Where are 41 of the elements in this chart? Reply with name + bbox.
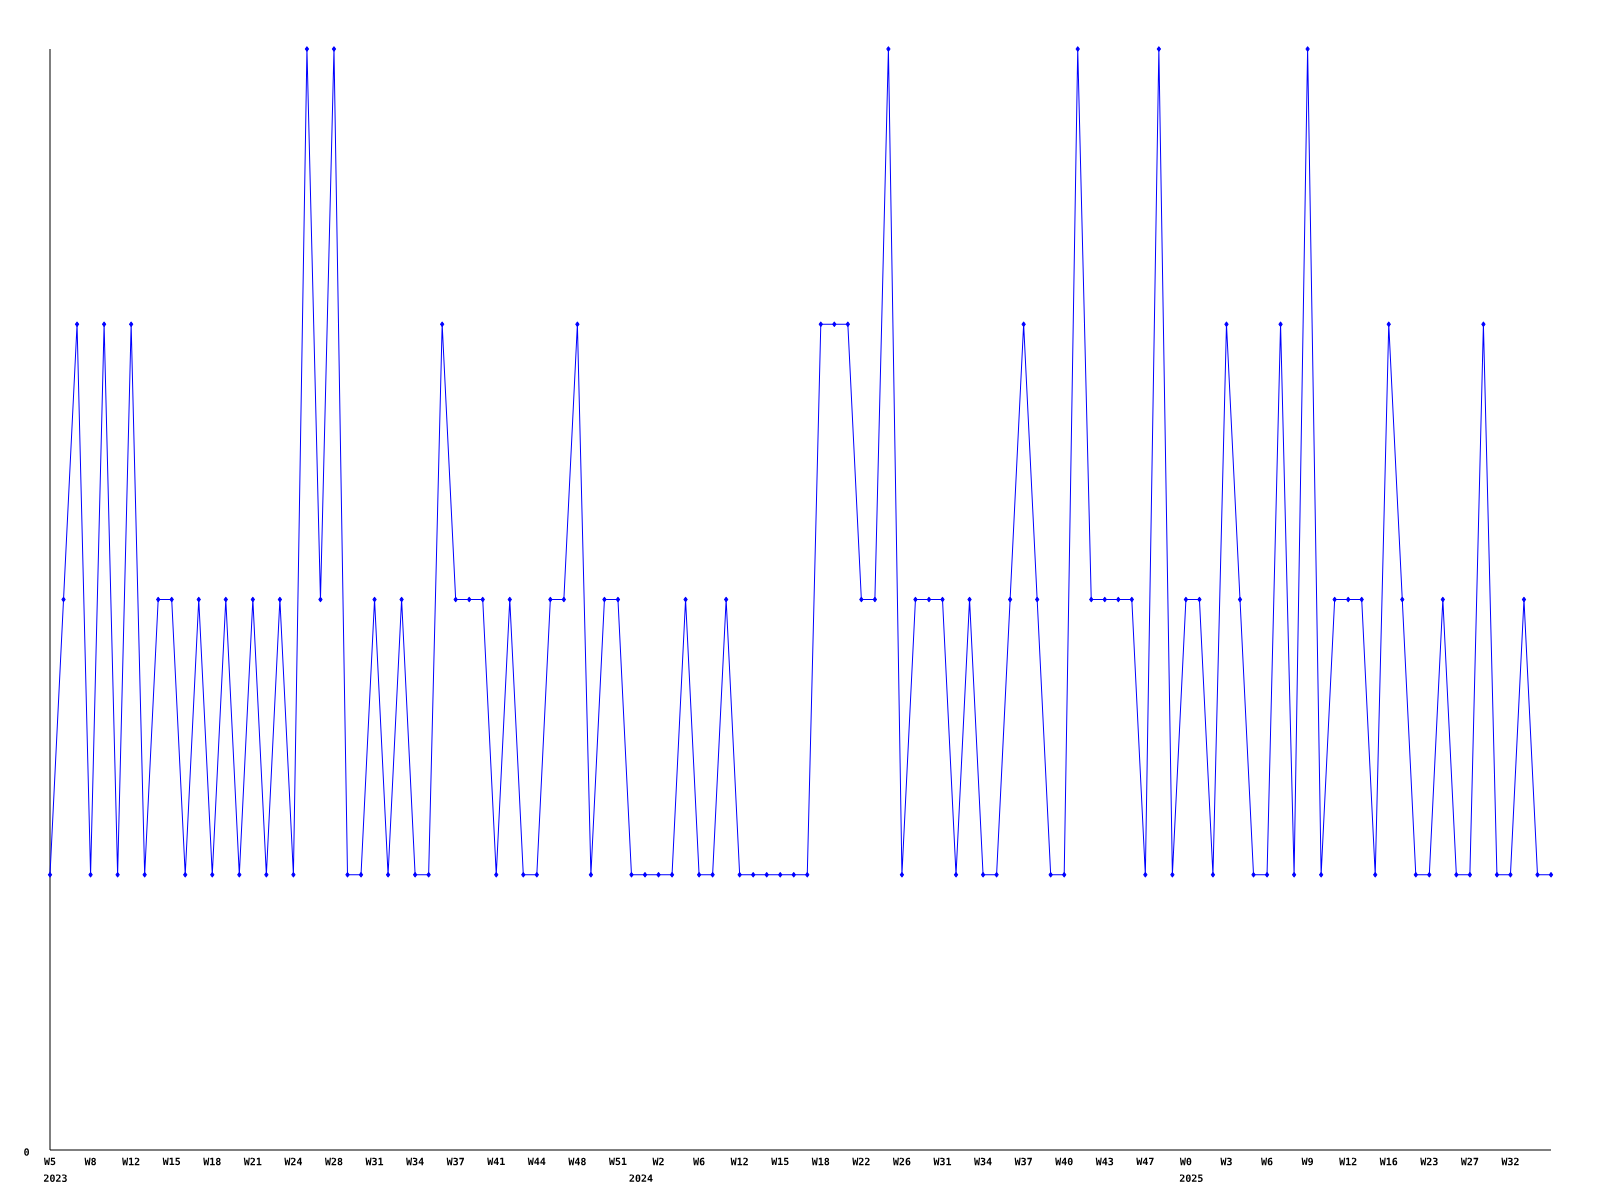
text: 0 bbox=[24, 1148, 30, 1156]
x-tick-label: W24 bbox=[284, 1157, 302, 1166]
x-tick-label: W0 bbox=[1179, 1157, 1192, 1166]
x-tick-label: W23 bbox=[1420, 1157, 1438, 1166]
x-tick-label: W15 bbox=[771, 1157, 789, 1166]
x-tick-label: W18 bbox=[203, 1157, 221, 1166]
x-tick-label: W3 bbox=[1220, 1157, 1232, 1166]
x-tick-label: W21 bbox=[243, 1157, 262, 1166]
x-tick-label: W12 bbox=[122, 1157, 140, 1166]
x-tick-label: W18 bbox=[811, 1157, 830, 1166]
x-tick-label: W6 bbox=[1261, 1157, 1273, 1166]
x-tick-label: W5 bbox=[43, 1157, 56, 1166]
x-tick-label: W6 bbox=[693, 1157, 705, 1166]
x-tick-label: W27 bbox=[1460, 1157, 1479, 1166]
x-tick-label: W34 bbox=[974, 1157, 992, 1166]
x-tick-label: W2 bbox=[652, 1157, 664, 1166]
x-tick-label: W22 bbox=[852, 1157, 870, 1166]
x-tick-label: W16 bbox=[1379, 1157, 1398, 1166]
x-tick-label: W26 bbox=[892, 1157, 911, 1166]
x-tick-label: W41 bbox=[487, 1157, 505, 1166]
x-tick-label: W9 bbox=[1301, 1157, 1314, 1166]
x-tick-label: W37 bbox=[1014, 1157, 1032, 1166]
x-tick-label: W28 bbox=[324, 1157, 343, 1166]
text: 2025 bbox=[1179, 1174, 1203, 1182]
x-tick-label: W31 bbox=[365, 1157, 384, 1166]
text: 2023 bbox=[43, 1174, 67, 1182]
x-tick-label: W44 bbox=[527, 1157, 546, 1166]
x-tick-label: W34 bbox=[406, 1157, 424, 1166]
x-tick-label: W32 bbox=[1501, 1157, 1519, 1166]
x-tick-label: W43 bbox=[1095, 1157, 1114, 1166]
x-tick-label: W51 bbox=[608, 1157, 627, 1166]
x-tick-label: W8 bbox=[84, 1157, 96, 1166]
x-tick-label: W15 bbox=[162, 1157, 181, 1166]
x-tick-label: W12 bbox=[730, 1157, 748, 1166]
text: 2024 bbox=[629, 1174, 653, 1182]
x-tick-label: W48 bbox=[568, 1157, 586, 1166]
x-tick-label: W37 bbox=[446, 1157, 464, 1166]
x-tick-label: W40 bbox=[1055, 1157, 1073, 1166]
x-tick-label: W12 bbox=[1339, 1157, 1357, 1166]
x-tick-label: W47 bbox=[1136, 1157, 1154, 1166]
x-tick-label: W31 bbox=[933, 1157, 952, 1166]
